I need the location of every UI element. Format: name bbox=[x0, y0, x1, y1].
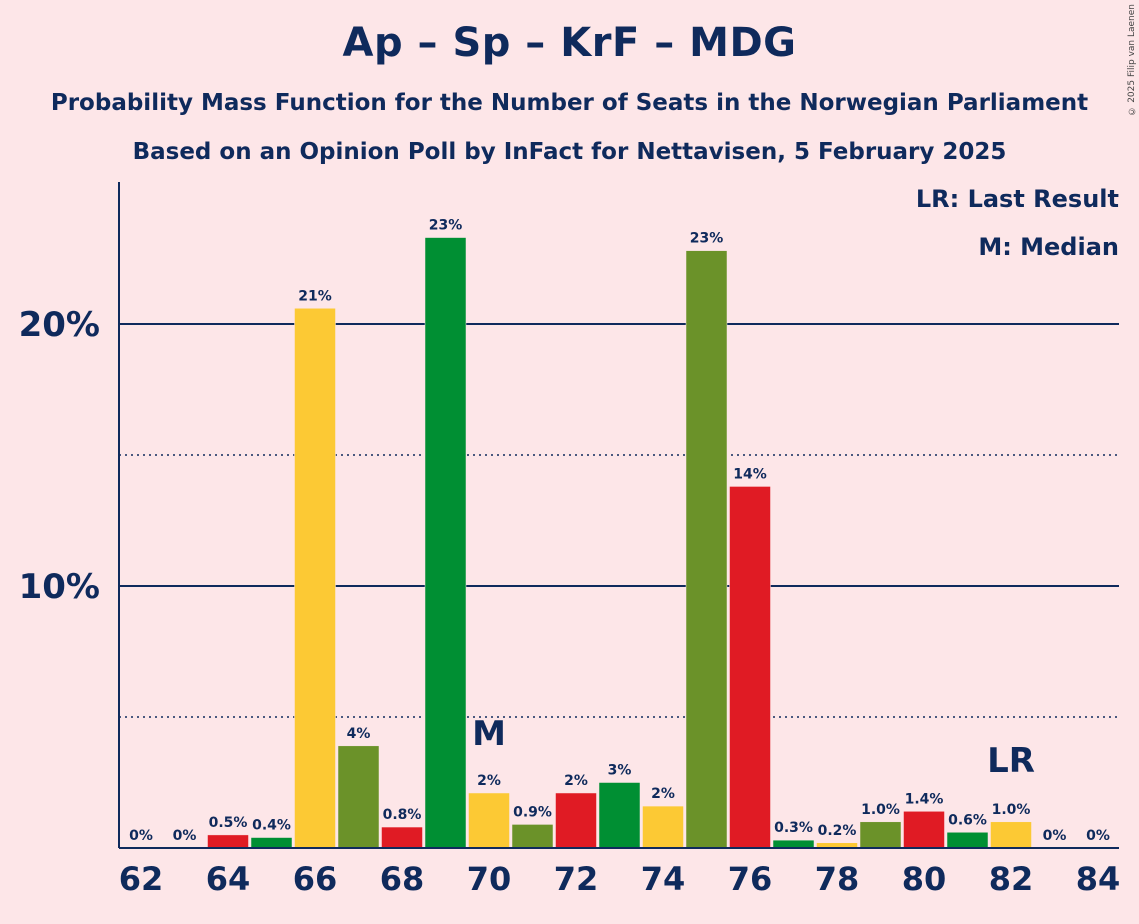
data-label-seat-71: 0.9% bbox=[513, 804, 552, 820]
data-label-seat-75: 23% bbox=[690, 231, 724, 247]
data-label-seat-72: 2% bbox=[564, 773, 588, 789]
x-tick-label: 74 bbox=[641, 860, 686, 898]
data-label-seat-77: 0.3% bbox=[774, 820, 813, 836]
x-tick-label: 84 bbox=[1076, 860, 1121, 898]
data-label-seat-63: 0% bbox=[173, 828, 197, 844]
gridlines bbox=[119, 323, 1119, 718]
x-tick-label: 72 bbox=[554, 860, 599, 898]
x-tick-label: 68 bbox=[380, 860, 425, 898]
data-label-seat-76: 14% bbox=[733, 466, 767, 482]
data-label-seat-84: 0% bbox=[1086, 828, 1110, 844]
bar-seat-65 bbox=[250, 837, 293, 849]
data-label-seat-80: 1.4% bbox=[905, 791, 944, 807]
data-labels: 0% 0% 0.5% 0.4% 21% 4% 0.8% 23% 2% 0.9% 2% 3% 2% 23% 1… bbox=[129, 218, 1110, 844]
x-tick-label: 70 bbox=[467, 860, 512, 898]
legend-median: M: Median bbox=[978, 233, 1119, 261]
bar-seat-75 bbox=[685, 250, 728, 849]
chart-subtitle-source: Based on an Opinion Poll by InFact for N… bbox=[132, 139, 1007, 165]
data-label-seat-79: 1.0% bbox=[861, 802, 900, 818]
data-label-seat-70: 2% bbox=[477, 773, 501, 789]
bar-seat-76 bbox=[729, 486, 771, 849]
x-tick-label: 64 bbox=[206, 860, 251, 898]
y-tick-label: 20% bbox=[19, 305, 100, 345]
bar-seat-67 bbox=[337, 745, 380, 849]
data-label-seat-65: 0.4% bbox=[252, 818, 291, 834]
bar-seat-69 bbox=[424, 237, 467, 849]
x-tick-label: 76 bbox=[728, 860, 773, 898]
bar-seat-70 bbox=[468, 792, 510, 849]
data-label-seat-64: 0.5% bbox=[209, 815, 248, 831]
chart-subtitle: Probability Mass Function for the Number… bbox=[50, 90, 1089, 116]
x-tick-label: 78 bbox=[815, 860, 860, 898]
data-label-seat-69: 23% bbox=[429, 218, 463, 234]
bar-seat-79 bbox=[859, 821, 902, 849]
data-label-seat-68: 0.8% bbox=[383, 807, 422, 823]
bar-seat-74 bbox=[642, 805, 684, 849]
bar-clearance bbox=[728, 183, 772, 487]
data-label-seat-67: 4% bbox=[347, 726, 371, 742]
bar-seat-71 bbox=[511, 824, 554, 849]
bar-seat-72 bbox=[555, 792, 597, 849]
data-label-seat-74: 2% bbox=[651, 786, 675, 802]
bar-seat-68 bbox=[381, 826, 423, 849]
bar-seat-73 bbox=[598, 782, 641, 849]
data-label-seat-66: 21% bbox=[298, 288, 332, 304]
data-label-seat-82: 1.0% bbox=[992, 802, 1031, 818]
legend-last-result: LR: Last Result bbox=[915, 185, 1119, 213]
x-tick-label: 82 bbox=[989, 860, 1034, 898]
bar-seat-66 bbox=[294, 308, 336, 849]
data-label-seat-78: 0.2% bbox=[818, 823, 857, 839]
last-result-marker: LR bbox=[987, 741, 1035, 781]
data-label-seat-83: 0% bbox=[1043, 828, 1067, 844]
x-tick-label: 80 bbox=[902, 860, 947, 898]
median-marker: M bbox=[472, 714, 506, 754]
bar-seat-77 bbox=[772, 839, 815, 849]
bars bbox=[207, 183, 1032, 849]
chart-title: Ap – Sp – KrF – MDG bbox=[342, 20, 797, 66]
y-tick-label: 10% bbox=[19, 567, 100, 607]
data-label-seat-73: 3% bbox=[608, 763, 632, 779]
bar-seat-82 bbox=[990, 821, 1032, 849]
data-label-seat-81: 0.6% bbox=[948, 812, 987, 828]
bar-seat-81 bbox=[946, 832, 989, 849]
bar-seat-64 bbox=[207, 834, 249, 849]
bar-seat-80 bbox=[903, 811, 945, 849]
data-label-seat-62: 0% bbox=[129, 828, 153, 844]
x-tick-label: 66 bbox=[293, 860, 338, 898]
axes: 10% 20% 62 64 66 68 70 72 74 76 78 80 82 84 bbox=[19, 182, 1121, 898]
x-tick-label: 62 bbox=[119, 860, 164, 898]
